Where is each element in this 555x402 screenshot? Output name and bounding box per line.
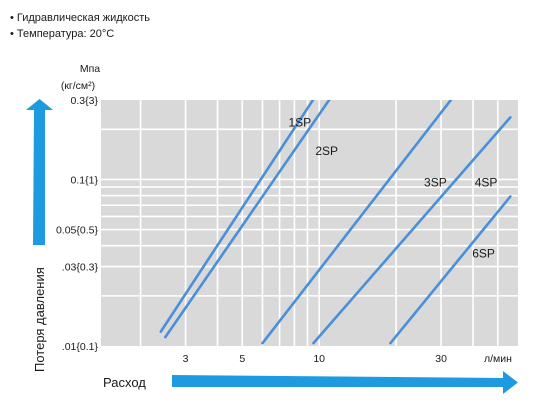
series-line-1sp: [159, 100, 315, 333]
y-tick-label: 0.3{3}: [71, 95, 99, 107]
x-axis-title: Расход: [103, 375, 146, 390]
series-label-6sp: 6SP: [472, 246, 495, 260]
x-tick-label: 10: [313, 353, 325, 365]
y-unit-line2: (кг/см²): [61, 80, 95, 92]
y-unit-line1: Мпа: [80, 63, 100, 75]
plot-background: [101, 100, 518, 346]
y-axis-title: Потеря давления: [32, 267, 47, 372]
x-tick-label: 30: [435, 353, 447, 365]
series-line-6sp: [389, 195, 512, 345]
series-label-1sp: 1SP: [288, 115, 311, 129]
y-axis-arrow: [26, 99, 53, 245]
note-temperature: • Температура: 20°C: [10, 28, 115, 40]
x-tick-label: 3: [183, 353, 189, 365]
note-fluid: • Гидравлическая жидкость: [10, 12, 150, 24]
y-tick-label: .03{0.3}: [62, 262, 99, 274]
series-label-4sp: 4SP: [475, 175, 498, 189]
series-label-3sp: 3SP: [424, 175, 447, 189]
x-unit-label: л/мин: [484, 353, 512, 365]
x-arrow-shaft: [172, 375, 505, 387]
y-tick-label: .01{0.1}: [62, 341, 99, 353]
y-arrow-head: [26, 99, 53, 110]
x-arrow-head: [503, 371, 518, 394]
series-label-2sp: 2SP: [315, 144, 338, 158]
notes: • Гидравлическая жидкость • Температура:…: [10, 10, 150, 42]
x-tick-label: 5: [239, 353, 245, 365]
series-line-3sp: [261, 100, 453, 345]
x-axis-arrow: [172, 371, 518, 394]
y-tick-label: 0.05{0.5}: [56, 225, 99, 237]
series-line-4sp: [312, 116, 512, 345]
y-tick-label: 0.1{1}: [71, 174, 99, 186]
y-arrow-shaft: [33, 108, 45, 245]
series-line-2sp: [164, 100, 331, 339]
